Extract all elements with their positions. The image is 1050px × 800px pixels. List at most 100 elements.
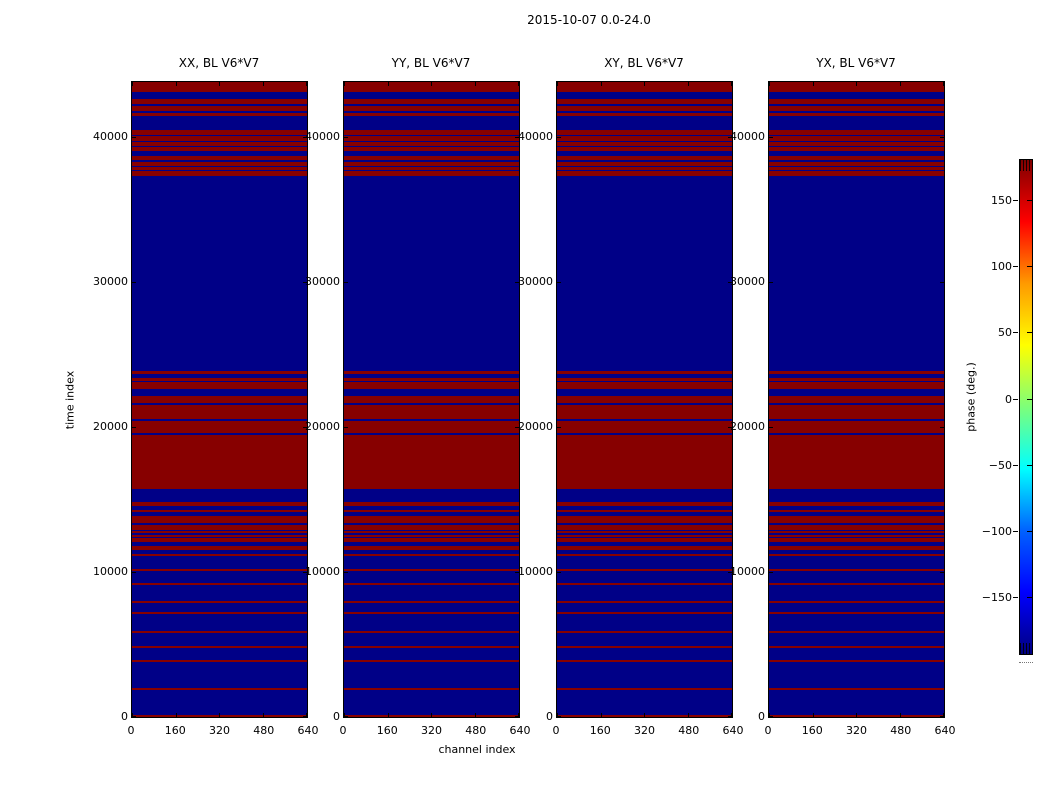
phase-band [132,136,307,142]
y-tick-mark [303,282,307,284]
colorbar-tick-label: −150 [981,591,1012,605]
figure-title: 2015-10-07 0.0-24.0 [527,13,651,27]
y-tick-mark [940,282,944,284]
phase-band [344,404,519,419]
phase-band [344,553,519,557]
y-tick-label: 0 [333,710,340,723]
phase-band [132,156,307,161]
colorbar-tick-mark [1027,530,1032,532]
x-tick-mark [306,713,307,717]
x-tick-mark [644,82,645,86]
x-tick-label: 480 [465,724,487,737]
colorbar-label: phase (deg.) [964,362,978,432]
phase-band [132,162,307,166]
y-tick-mark [557,572,561,574]
phase-band [344,396,519,403]
y-tick-mark [132,282,136,284]
phase-band [769,524,944,530]
phase-band [132,106,307,112]
phase-band [557,420,732,433]
y-tick-mark [303,427,307,429]
phase-band [769,568,944,571]
x-tick-label: 640 [934,724,956,737]
x-tick-label: 160 [589,724,611,737]
y-tick-mark [769,282,773,284]
phase-band [769,420,944,433]
x-tick-mark [387,82,389,86]
phase-band [769,659,944,662]
x-tick-mark [219,713,220,717]
colorbar-tick-mark [1013,597,1018,599]
phase-band [769,601,944,604]
phase-band [769,106,944,112]
y-tick-label: 40000 [305,130,340,144]
phase-band [344,162,519,166]
phase-band [557,538,732,543]
phase-band [769,113,944,117]
y-tick-mark [515,137,519,139]
phase-band [769,530,944,534]
heatmap-panel-yy [343,81,520,718]
phase-band [344,156,519,161]
phase-band [557,612,732,615]
x-tick-label: 640 [509,724,531,737]
phase-band [132,524,307,530]
y-tick-mark [940,137,944,139]
phase-band [557,502,732,506]
y-tick-label: 30000 [518,275,553,289]
phase-band [344,534,519,537]
phase-band [344,546,519,550]
colorbar-tick-mark [1013,200,1018,201]
phase-band [344,502,519,506]
phase-band [344,136,519,142]
y-tick-mark [728,716,732,717]
phase-band [557,377,732,382]
colorbar-tick-mark [1013,398,1018,400]
x-tick-mark [943,82,944,86]
heatmap-panel-yx [768,81,945,718]
x-tick-label: 0 [127,724,135,737]
x-tick-label: 320 [421,724,442,737]
phase-band [132,420,307,433]
phase-band [132,534,307,537]
phase-band [132,98,307,105]
y-tick-label: 10000 [730,565,765,579]
phase-band [769,142,944,146]
y-tick-mark [303,137,307,139]
phase-band [769,404,944,419]
phase-band [769,136,944,142]
colorbar-tick-mark [1027,398,1032,400]
y-tick-label: 40000 [730,130,765,144]
x-tick-mark [262,82,264,86]
phase-band [132,553,307,557]
x-tick-mark [431,713,432,717]
phase-band [557,434,732,489]
y-tick-mark [728,137,732,139]
phase-band [344,601,519,604]
y-tick-mark [515,282,519,284]
y-tick-label: 10000 [305,565,340,579]
phase-band [557,530,732,534]
x-tick-mark [518,713,519,717]
phase-band [344,129,519,136]
y-tick-label: 20000 [730,420,765,434]
phase-band [344,516,519,524]
colorbar-hatch-top [1020,160,1032,171]
phase-band [344,98,519,105]
x-tick-mark [731,82,732,86]
x-tick-mark [687,82,689,86]
phase-band [769,688,944,691]
panel-title-xx: XX, BL V6*V7 [178,56,260,70]
phase-band [557,688,732,691]
phase-band [769,129,944,136]
phase-band [344,171,519,176]
x-tick-label: 0 [339,724,347,737]
phase-band [132,167,307,170]
phase-band [344,568,519,571]
phase-band [557,659,732,662]
x-tick-mark [687,713,689,717]
phase-band [132,659,307,662]
phase-band [132,404,307,419]
y-tick-mark [557,137,561,139]
